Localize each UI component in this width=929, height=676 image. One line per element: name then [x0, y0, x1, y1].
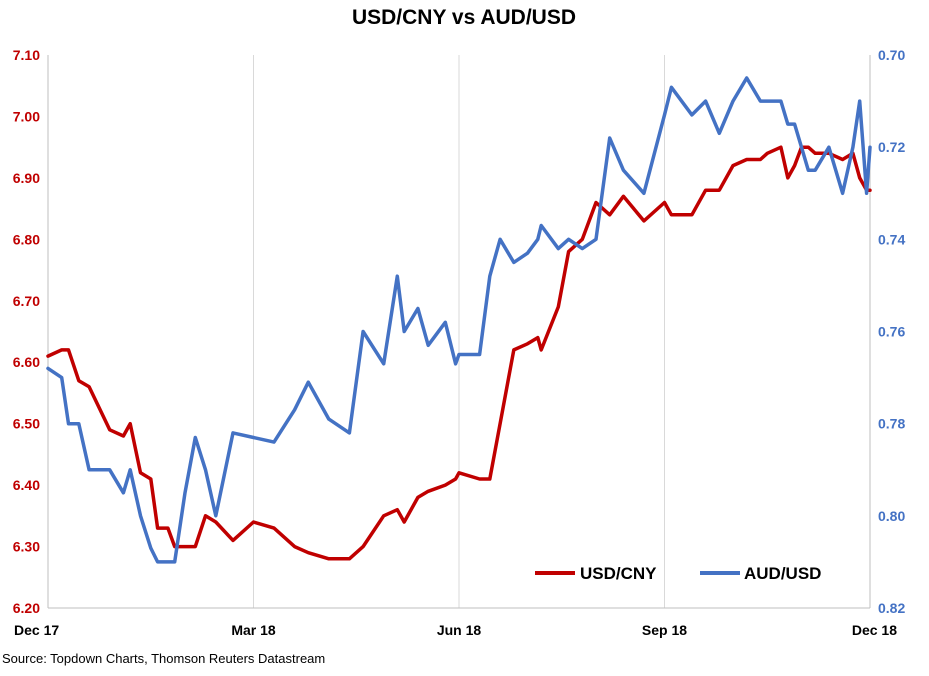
series-layer — [46, 76, 872, 564]
grid — [253, 55, 665, 608]
right-tick-label: 0.78 — [878, 416, 905, 432]
x-tick-label: Jun 18 — [437, 622, 482, 638]
left-tick-label: 7.00 — [13, 108, 40, 124]
right-tick-label: 0.82 — [878, 600, 905, 616]
left-tick-label: 6.20 — [13, 600, 40, 616]
x-tick-label: Mar 18 — [231, 622, 276, 638]
left-tick-label: 6.90 — [13, 170, 40, 186]
left-tick-label: 6.30 — [13, 539, 40, 555]
left-tick-label: 6.50 — [13, 416, 40, 432]
right-tick-label: 0.72 — [878, 139, 905, 155]
right-tick-label: 0.76 — [878, 324, 905, 340]
left-tick-label: 6.40 — [13, 477, 40, 493]
source-note: Source: Topdown Charts, Thomson Reuters … — [2, 651, 326, 666]
series-line-aud-usd — [46, 76, 872, 564]
left-tick-label: 7.10 — [13, 47, 40, 63]
legend: USD/CNY AUD/USD — [535, 564, 821, 583]
x-tick-label: Dec 18 — [852, 622, 897, 638]
chart-title: USD/CNY vs AUD/USD — [352, 6, 576, 29]
left-tick-label: 6.80 — [13, 231, 40, 247]
legend-label: USD/CNY — [580, 564, 657, 583]
right-tick-label: 0.80 — [878, 508, 905, 524]
right-tick-label: 0.74 — [878, 231, 905, 247]
x-tick-label: Dec 17 — [14, 622, 59, 638]
x-tick-label: Sep 18 — [642, 622, 687, 638]
left-tick-label: 6.60 — [13, 354, 40, 370]
left-tick-label: 6.70 — [13, 293, 40, 309]
tick-labels: 6.20 6.30 6.40 6.50 6.60 6.70 6.80 6.90 7.00 7.10… — [13, 47, 906, 638]
series-line-usd-cny — [46, 145, 872, 561]
right-tick-label: 0.70 — [878, 47, 905, 63]
legend-label: AUD/USD — [744, 564, 821, 583]
